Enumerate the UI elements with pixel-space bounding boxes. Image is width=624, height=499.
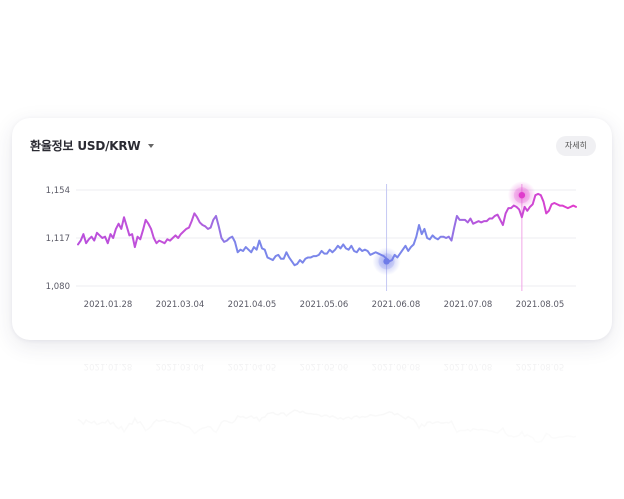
reflection-label: 2021.05.06 — [300, 361, 349, 371]
x-tick-label: 2021.03.04 — [156, 300, 205, 310]
exchange-rate-chart: 1,154 1,117 1,080 2021.01.28 2021.03.04 2021.… — [46, 181, 577, 310]
x-tick-label: 2021.05.06 — [300, 300, 349, 310]
y-tick-label: 1,080 — [46, 282, 70, 292]
reflection-line — [77, 409, 577, 444]
x-tick-label: 2021.06.08 — [372, 300, 421, 310]
reflection-label: 2021.04.05 — [228, 361, 277, 371]
caret-down-icon — [148, 144, 155, 148]
y-tick-label: 1,154 — [46, 186, 70, 196]
x-tick-label: 2021.08.05 — [516, 300, 565, 310]
reflection-label: 2021.01.28 — [84, 361, 133, 371]
data-point-marker — [383, 258, 390, 265]
x-tick-label: 2021.01.28 — [84, 300, 133, 310]
currency-selector[interactable]: 환율정보 USD/KRW — [30, 137, 155, 154]
x-tick-label: 2021.07.08 — [444, 300, 493, 310]
reflection-label: 2021.03.04 — [156, 361, 205, 371]
detail-button[interactable]: 자세히 — [555, 136, 596, 156]
y-tick-label: 1,117 — [46, 234, 70, 244]
reflection-label: 2021.08.05 — [516, 361, 565, 371]
reflection-graphic: 2021.01.28 2021.03.04 2021.04.05 2021.05.06… — [77, 361, 577, 444]
exchange-rate-card: 환율정보 USD/KRW 자세히 1,154 1,117 1,080 2021.01.… — [12, 118, 612, 340]
x-tick-label: 2021.04.05 — [228, 300, 277, 310]
data-point-marker — [518, 191, 526, 199]
reflection-label: 2021.07.08 — [444, 361, 493, 371]
chart-title: 환율정보 USD/KRW — [30, 139, 141, 153]
series-line — [77, 192, 577, 267]
reflection-label: 2021.06.08 — [372, 361, 421, 371]
card-reflection: 2021.01.28 2021.03.04 2021.04.05 2021.05.06… — [12, 344, 612, 464]
